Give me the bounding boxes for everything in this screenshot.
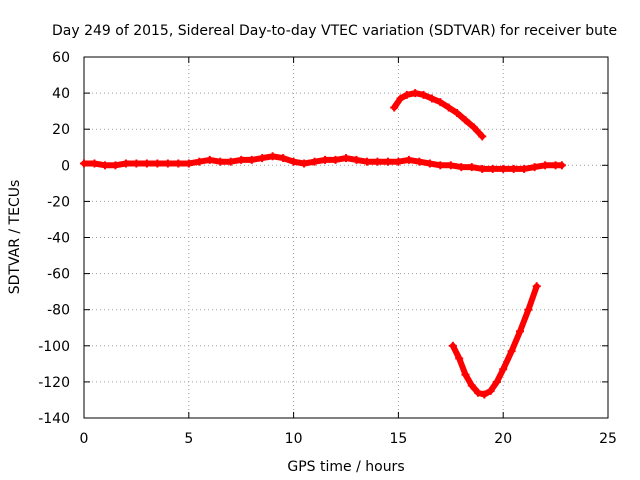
- data-point: [80, 159, 88, 168]
- data-point: [237, 155, 246, 164]
- y-axis-label: SDTVAR / TECUs: [7, 180, 23, 295]
- data-point: [524, 305, 533, 314]
- data-point: [480, 390, 489, 399]
- data-point: [530, 163, 539, 172]
- x-tick-label: 15: [389, 431, 407, 447]
- data-point: [258, 154, 267, 163]
- data-point: [310, 157, 319, 166]
- data-point: [427, 94, 436, 103]
- data-point: [455, 354, 464, 363]
- data-point: [457, 163, 466, 172]
- data-point: [195, 157, 204, 166]
- data-point: [184, 159, 193, 168]
- data-point: [448, 341, 457, 350]
- y-tick-label: -140: [38, 411, 70, 427]
- data-point: [362, 157, 371, 166]
- data-point: [174, 159, 183, 168]
- series-layer: [80, 89, 566, 399]
- data-point: [121, 159, 130, 168]
- series-line-upper-arc: [391, 90, 486, 140]
- data-point: [425, 159, 434, 168]
- data-point: [415, 157, 424, 166]
- chart-title: Day 249 of 2015, Sidereal Day-to-day VTE…: [52, 23, 617, 39]
- axis-ticks: [83, 56, 609, 419]
- data-point: [461, 370, 470, 379]
- x-tick-label: 20: [494, 431, 512, 447]
- data-point: [163, 159, 172, 168]
- y-tick-labels: -140 -120 -100 -80 -60 -40 -20 0 20 40 60: [38, 50, 70, 427]
- y-tick-label: 40: [52, 86, 70, 102]
- x-tick-label: 25: [599, 431, 617, 447]
- data-point: [111, 161, 120, 170]
- data-point: [444, 103, 453, 112]
- data-point: [300, 159, 309, 168]
- data-point: [467, 381, 476, 390]
- data-point: [404, 155, 413, 164]
- data-point: [390, 103, 399, 112]
- data-point: [499, 164, 508, 173]
- data-point: [499, 365, 508, 374]
- data-point: [488, 164, 497, 173]
- data-point: [132, 159, 141, 168]
- data-point: [507, 347, 516, 356]
- data-point: [226, 157, 235, 166]
- data-point: [331, 155, 340, 164]
- data-point: [321, 155, 330, 164]
- data-point: [532, 282, 541, 291]
- data-point: [509, 164, 518, 173]
- plot-frame: [83, 56, 609, 419]
- data-point: [515, 327, 524, 336]
- data-point: [436, 161, 445, 170]
- y-tick-label: 20: [52, 122, 70, 138]
- data-point: [342, 154, 350, 163]
- y-tick-label: 60: [52, 50, 70, 66]
- data-point: [478, 132, 487, 141]
- data-point: [474, 388, 483, 397]
- data-point: [289, 157, 298, 166]
- data-point: [279, 154, 288, 163]
- data-point: [557, 161, 566, 170]
- data-point: [453, 108, 462, 117]
- data-point: [469, 123, 478, 132]
- data-point: [142, 159, 151, 168]
- y-tick-label: 0: [61, 158, 70, 174]
- data-point: [461, 116, 470, 125]
- data-point: [90, 159, 99, 168]
- y-tick-label: -80: [47, 303, 70, 319]
- data-point: [100, 161, 109, 170]
- data-point: [268, 152, 277, 161]
- y-tick-label: -60: [47, 267, 70, 283]
- data-point: [373, 157, 382, 166]
- data-point: [446, 161, 455, 170]
- grid: [84, 57, 608, 418]
- data-point: [478, 164, 487, 173]
- y-tick-label: -100: [38, 339, 70, 355]
- data-point: [396, 94, 405, 103]
- data-point: [247, 155, 256, 164]
- x-tick-label: 10: [285, 431, 303, 447]
- data-point: [153, 159, 162, 168]
- data-point: [436, 98, 445, 107]
- y-tick-label: -20: [47, 194, 70, 210]
- data-point: [467, 163, 476, 172]
- data-point: [216, 157, 225, 166]
- x-tick-label: 0: [80, 431, 89, 447]
- x-tick-labels: 0 5 10 15 20 25: [80, 431, 617, 447]
- data-point: [541, 161, 550, 170]
- data-point: [352, 155, 361, 164]
- data-point: [492, 377, 501, 386]
- data-point: [419, 90, 428, 99]
- data-point: [205, 155, 214, 164]
- y-tick-label: -40: [47, 231, 70, 247]
- data-point: [383, 157, 392, 166]
- data-point: [402, 90, 411, 99]
- data-point: [411, 89, 420, 98]
- y-tick-label: -120: [38, 375, 70, 391]
- data-point: [520, 164, 529, 173]
- data-point: [486, 386, 495, 395]
- x-axis-label: GPS time / hours: [287, 459, 404, 475]
- x-tick-label: 5: [184, 431, 193, 447]
- data-point: [394, 157, 403, 166]
